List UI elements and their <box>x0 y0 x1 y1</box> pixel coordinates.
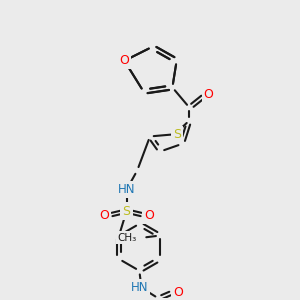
Text: HN: HN <box>118 183 135 196</box>
Text: CH₃: CH₃ <box>117 233 136 243</box>
Text: HN: HN <box>130 281 148 294</box>
Text: O: O <box>99 209 109 222</box>
Text: S: S <box>172 128 181 141</box>
Text: O: O <box>119 54 129 67</box>
Text: O: O <box>204 88 214 101</box>
Text: S: S <box>123 205 130 218</box>
Text: O: O <box>144 209 154 222</box>
Text: O: O <box>173 286 183 298</box>
